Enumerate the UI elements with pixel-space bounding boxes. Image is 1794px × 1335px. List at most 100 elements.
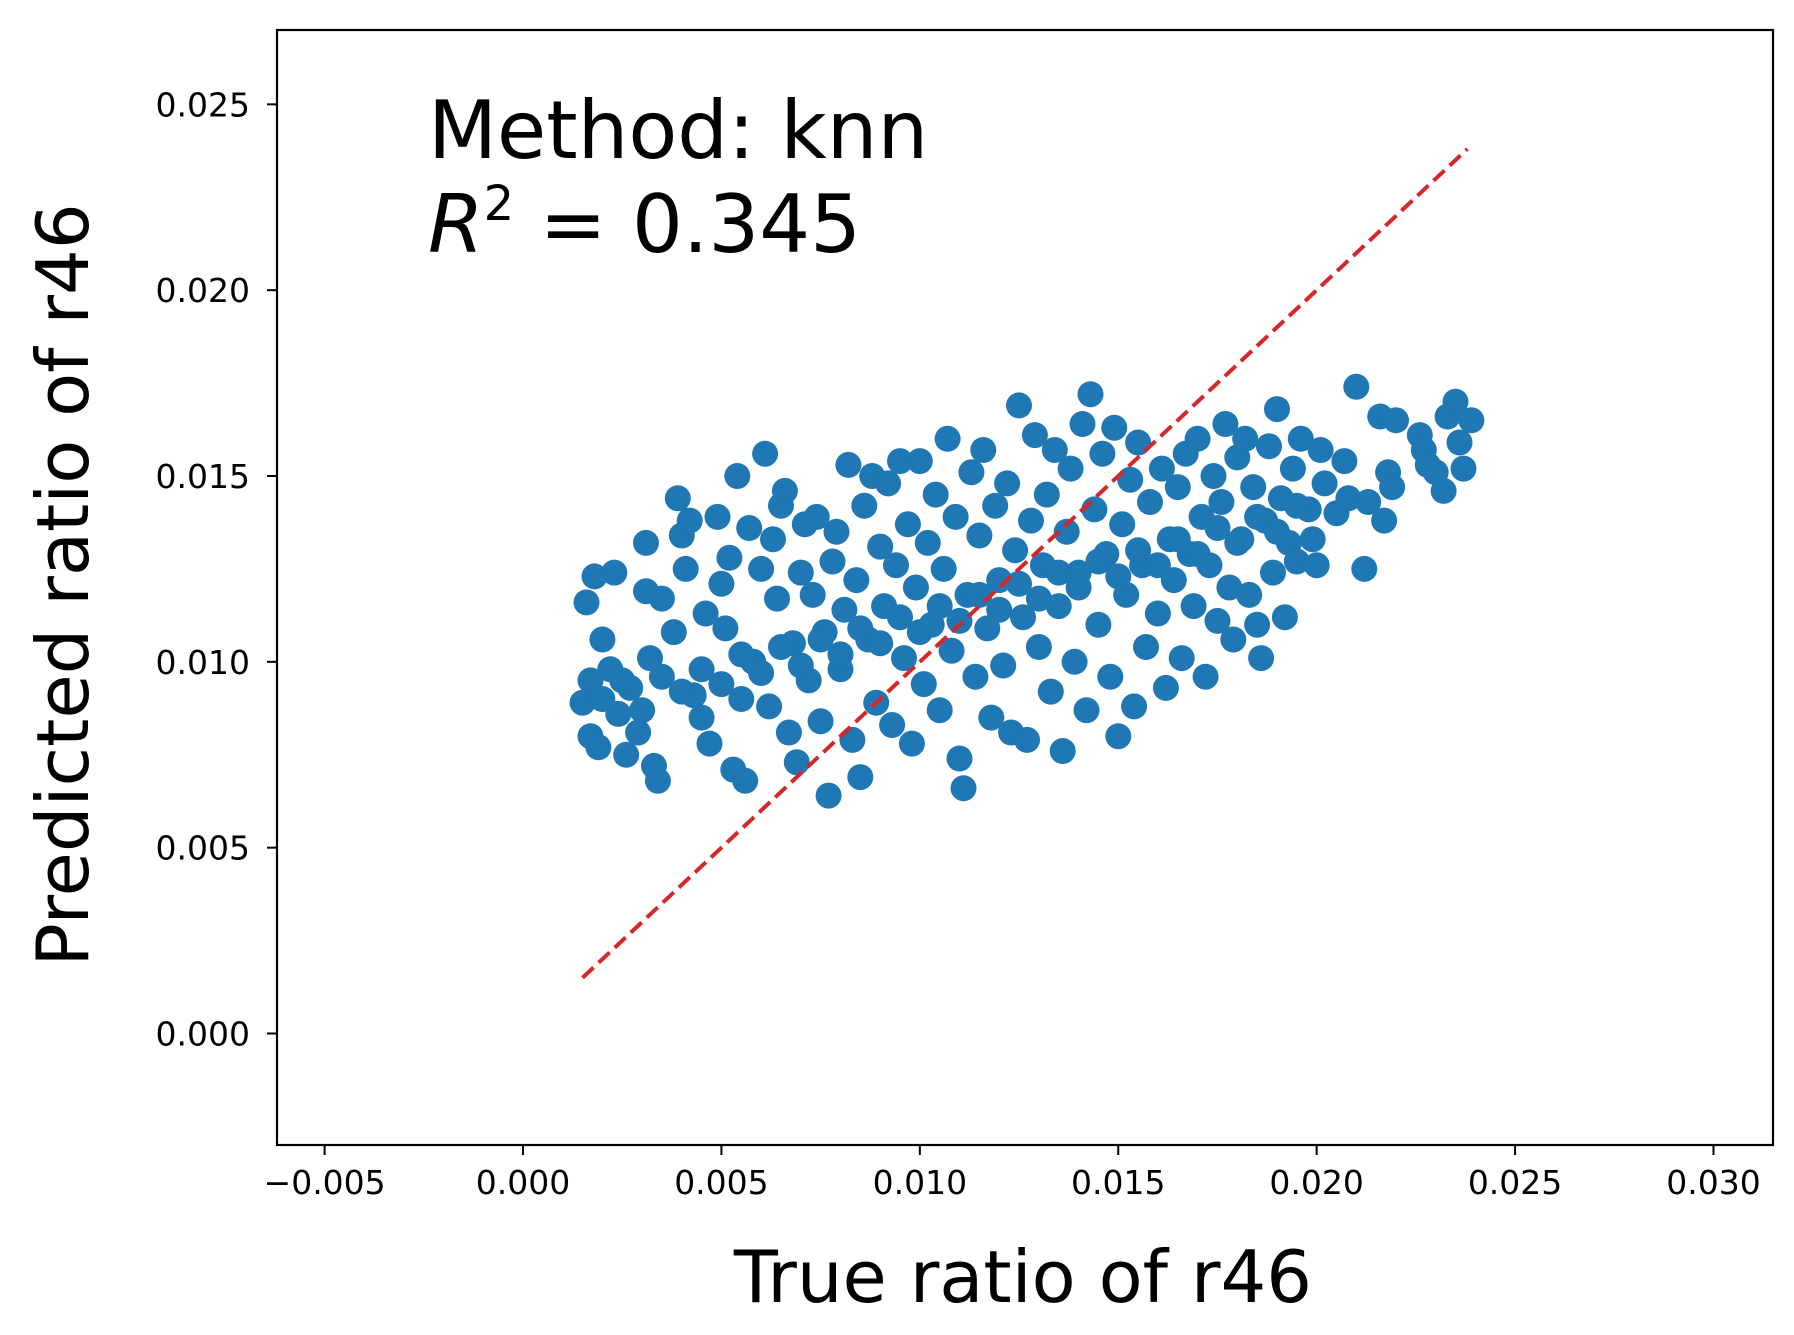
scatter-point-91 <box>958 459 985 486</box>
scatter-point-136 <box>1137 489 1163 515</box>
scatter-point-188 <box>1379 474 1406 501</box>
scatter-point-175 <box>1299 526 1326 553</box>
scatter-point-117 <box>1061 648 1088 675</box>
x-tick-label: 0.025 <box>1468 1163 1562 1202</box>
scatter-point-153 <box>1208 489 1235 515</box>
scatter-point-1 <box>573 589 600 616</box>
scatter-point-115 <box>1053 518 1080 545</box>
scatter-point-39 <box>752 440 779 467</box>
scatter-point-234 <box>1264 518 1290 545</box>
scatter-point-103 <box>1006 392 1032 419</box>
scatter-point-149 <box>1192 663 1219 690</box>
scatter-point-213 <box>847 615 874 642</box>
scatter-point-71 <box>879 712 906 738</box>
y-axis-label: Predicted ratio of r46 <box>21 203 105 966</box>
scatter-point-181 <box>1335 485 1362 512</box>
scatter-point-110 <box>1033 481 1060 508</box>
x-tick-label: −0.005 <box>264 1163 386 1202</box>
scatter-point-180 <box>1331 448 1358 475</box>
scatter-point-226 <box>1105 563 1132 590</box>
scatter-point-231 <box>1204 515 1231 541</box>
scatter-point-10 <box>613 741 640 768</box>
scatter-point-51 <box>799 581 826 608</box>
scatter-point-196 <box>1442 388 1469 415</box>
scatter-point-215 <box>887 604 913 631</box>
scatter-point-92 <box>962 663 989 690</box>
scatter-point-47 <box>783 749 810 776</box>
x-tick-label: 0.000 <box>476 1163 570 1202</box>
scatter-point-227 <box>1125 537 1152 564</box>
plot-frame <box>275 28 1775 1147</box>
scatter-point-64 <box>851 492 878 519</box>
scatter-point-146 <box>1180 593 1207 620</box>
scatter-point-48 <box>787 559 814 586</box>
scatter-point-30 <box>712 615 739 642</box>
scatter-point-156 <box>1220 626 1247 653</box>
scatter-point-108 <box>1025 634 1052 660</box>
scatter-point-19 <box>660 619 687 646</box>
scatter-point-230 <box>1184 541 1211 567</box>
scatter-point-126 <box>1097 663 1124 690</box>
scatter-point-228 <box>1144 552 1171 579</box>
scatter-point-73 <box>887 448 913 475</box>
scatter-point-212 <box>827 641 854 668</box>
scatter-point-72 <box>883 552 909 579</box>
scatter-point-27 <box>696 730 723 757</box>
scatter-point-204 <box>668 678 695 705</box>
scatter-point-74 <box>891 645 917 672</box>
scatter-point-197 <box>1446 429 1473 456</box>
scatter-point-225 <box>1085 548 1112 575</box>
scatter-point-222 <box>1025 585 1052 612</box>
reference-line-layer <box>581 147 1469 980</box>
scatter-point-28 <box>704 503 731 530</box>
scatter-point-102 <box>1002 537 1029 564</box>
scatter-point-97 <box>982 492 1009 519</box>
scatter-point-155 <box>1216 574 1243 601</box>
y-tick-label: 0.005 <box>156 829 250 868</box>
scatter-point-70 <box>875 470 902 497</box>
scatter-point-116 <box>1057 455 1084 482</box>
scatter-point-142 <box>1164 474 1191 501</box>
scatter-point-135 <box>1133 634 1159 660</box>
scatter-point-201 <box>609 667 636 694</box>
scatter-point-59 <box>831 596 858 623</box>
scatter-point-166 <box>1260 559 1286 586</box>
r2-symbol: R <box>428 178 484 271</box>
scatter-point-99 <box>990 652 1017 679</box>
scatter-point-128 <box>1105 723 1132 750</box>
y-tick-label: 0.025 <box>156 85 250 124</box>
scatter-point-100 <box>994 470 1021 497</box>
scatter-point-203 <box>648 663 675 690</box>
scatter-point-42 <box>764 585 790 612</box>
scatter-point-94 <box>970 437 997 463</box>
scatter-point-151 <box>1200 463 1227 489</box>
scatter-point-189 <box>1383 407 1409 434</box>
scatter-point-88 <box>946 745 973 772</box>
x-tick-label: 0.015 <box>1071 1163 1165 1202</box>
scatter-point-207 <box>728 641 755 668</box>
scatter-point-138 <box>1148 455 1175 482</box>
scatter-point-221 <box>1006 570 1032 597</box>
y-tick-label: 0.015 <box>156 457 250 496</box>
scatter-point-113 <box>1045 593 1072 620</box>
scatter-point-167 <box>1264 396 1290 423</box>
scatter-point-137 <box>1144 600 1171 627</box>
scatter-point-139 <box>1152 674 1179 701</box>
scatter-point-5 <box>585 734 612 761</box>
scatter-point-68 <box>867 533 894 560</box>
scatter-point-33 <box>724 463 751 489</box>
scatter-point-77 <box>902 574 929 601</box>
r2-exponent: 2 <box>484 176 515 232</box>
scatter-point-124 <box>1089 440 1116 467</box>
scatter-point-211 <box>807 626 834 653</box>
scatter-point-45 <box>775 719 802 746</box>
scatter-point-31 <box>716 544 743 571</box>
scatter-point-206 <box>708 671 735 698</box>
scatter-point-86 <box>938 637 965 664</box>
scatter-point-96 <box>978 704 1005 731</box>
scatter-point-29 <box>708 570 735 597</box>
scatter-point-171 <box>1279 455 1306 482</box>
scatter-point-23 <box>676 507 703 534</box>
scatter-point-147 <box>1184 425 1211 452</box>
scatter-point-154 <box>1212 411 1239 437</box>
